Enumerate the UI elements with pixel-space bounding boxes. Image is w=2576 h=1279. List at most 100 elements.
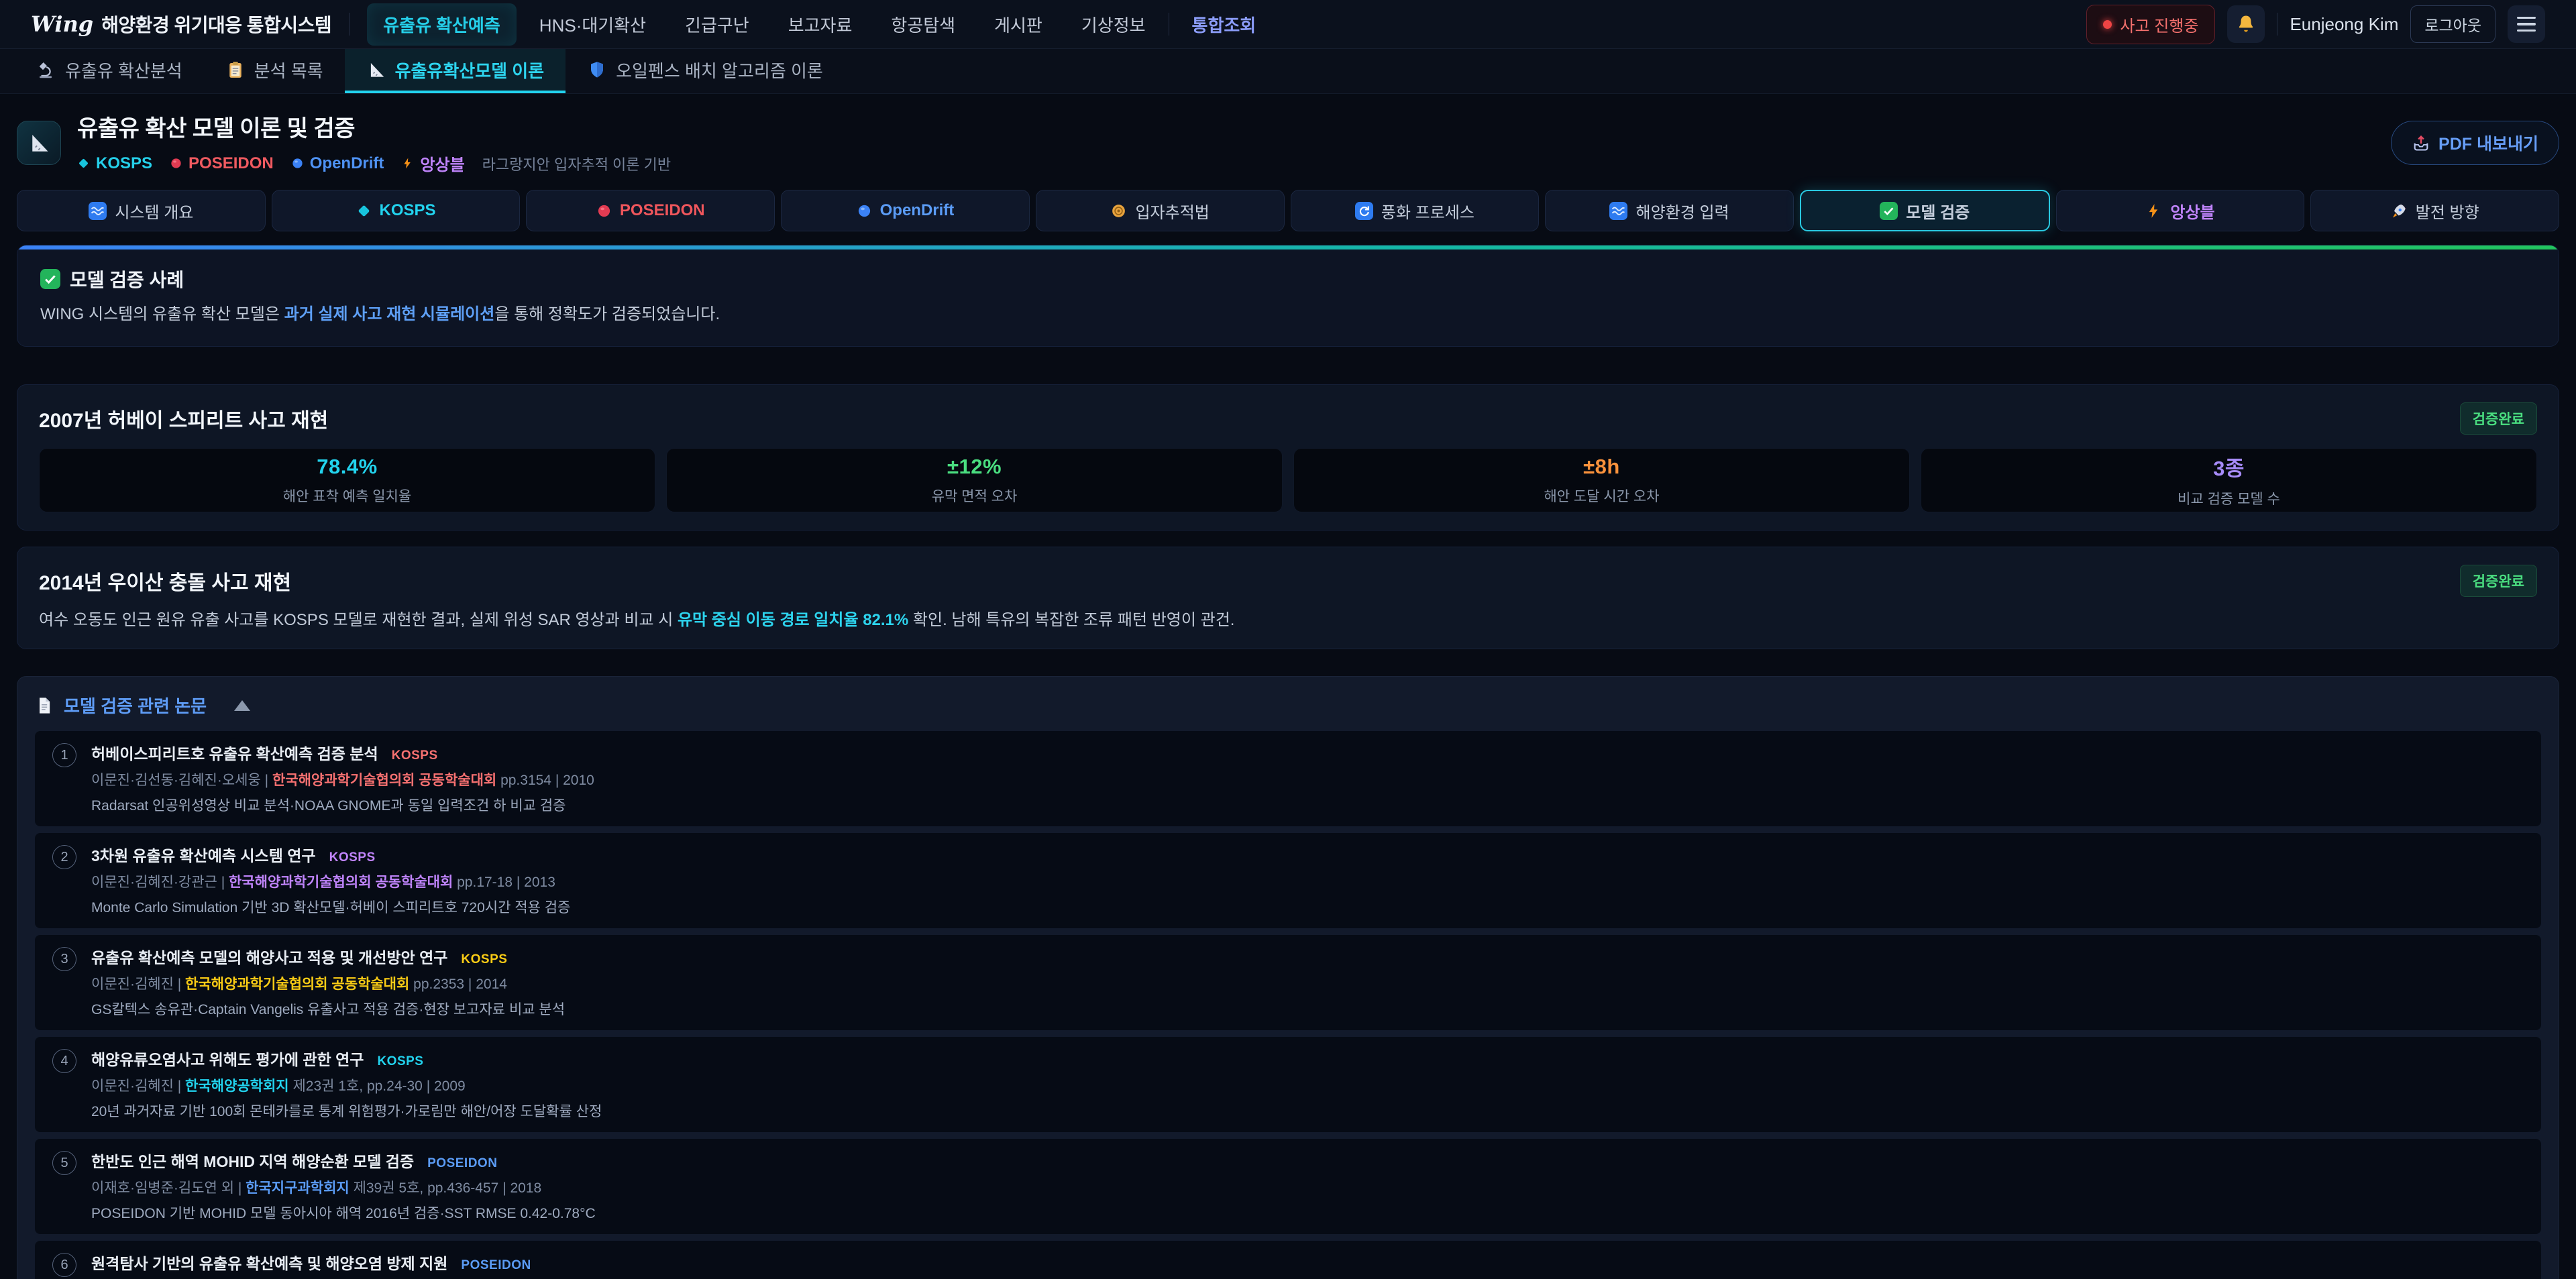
wave-icon bbox=[89, 201, 107, 220]
stat-value: ±8h bbox=[1583, 454, 1620, 478]
main-content: 유출유 확산 모델 이론 및 검증 KOSPS POSEIDON OpenDri… bbox=[0, 110, 2576, 1279]
bell-icon bbox=[2235, 13, 2257, 35]
nav-item-reports[interactable]: 보고자료 bbox=[788, 15, 853, 36]
tab-ensemble[interactable]: 앙상블 bbox=[2055, 190, 2305, 231]
header-divider bbox=[349, 13, 350, 36]
case-2007-title: 2007년 허베이 스피리트 사고 재현 bbox=[39, 409, 329, 432]
paper-list-item[interactable]: 4 해양유류오염사고 위해도 평가에 관한 연구 KOSPS 이문진·김혜진 |… bbox=[35, 1037, 2541, 1133]
paper-model-tag: KOSPS bbox=[461, 952, 508, 967]
menu-button[interactable] bbox=[2508, 5, 2545, 43]
status-label: 사고 진행중 bbox=[2120, 17, 2199, 36]
paper-journal: 한국해양공학회지 bbox=[185, 1078, 289, 1095]
subtab-label: 오일펜스 배치 알고리즘 이론 bbox=[616, 60, 823, 81]
nav-item-board[interactable]: 게시판 bbox=[994, 15, 1042, 36]
tab-particle-tracking[interactable]: 입자추적법 bbox=[1035, 190, 1285, 231]
nav-item-emergency-rescue[interactable]: 긴급구난 bbox=[685, 15, 749, 36]
tab-ocean-environment-input[interactable]: 해양환경 입력 bbox=[1545, 190, 1794, 231]
paper-number: 3 bbox=[52, 947, 76, 972]
paper-journal: 한국해양과학기술협의회 공동학술대회 bbox=[272, 773, 497, 789]
paper-description: 20년 과거자료 기반 100회 몬테카를로 통계 위험평가·가로림만 해안/어… bbox=[91, 1104, 602, 1120]
paper-list-item[interactable]: 1 허베이스피리트호 유출유 확산예측 검증 분석 KOSPS 이문진·김선동·… bbox=[35, 731, 2541, 827]
subtab-analysis-list[interactable]: 분석 목록 bbox=[204, 49, 345, 93]
check-square-icon bbox=[40, 269, 60, 289]
page-icon bbox=[17, 120, 61, 165]
paper-description: POSEIDON 기반 MOHID 모델 동아시아 해역 2016년 검증·SS… bbox=[91, 1206, 596, 1222]
case-2007-stats: 78.4% 해안 표착 예측 일치율 ±12% 유막 면적 오차 ±8h 해안 … bbox=[39, 447, 2537, 512]
paper-meta: 이문진·김혜진 | 한국해양공학회지 제23권 1호, pp.24-30 | 2… bbox=[91, 1075, 602, 1095]
page-title: 유출유 확산 모델 이론 및 검증 bbox=[77, 116, 356, 142]
page-header: 유출유 확산 모델 이론 및 검증 KOSPS POSEIDON OpenDri… bbox=[17, 110, 2559, 175]
paper-list-item[interactable]: 5 한반도 인근 해역 MOHID 지역 해양순환 모델 검증 POSEIDON… bbox=[35, 1139, 2541, 1235]
paper-journal: 한국해양과학기술협의회 공동학술대회 bbox=[229, 875, 453, 891]
paper-title: 해양유류오염사고 위해도 평가에 관한 연구 bbox=[91, 1051, 364, 1069]
triangle-ruler-icon bbox=[27, 131, 51, 155]
logo-mark: Wing bbox=[31, 11, 94, 37]
paper-description: Radarsat 인공위성영상 비교 분석·NOAA GNOME과 동일 입력조… bbox=[91, 798, 566, 814]
callout-title: 모델 검증 사례 bbox=[40, 266, 2536, 292]
blue-orb-icon bbox=[292, 158, 303, 168]
paper-meta: 이재호·임병준·김도연 외 | 한국지구과학회지 제39권 5호, pp.436… bbox=[91, 1177, 596, 1197]
paper-title: 유출유 확산예측 모델의 해양사고 적용 및 개선방안 연구 bbox=[91, 949, 448, 967]
subtab-label: 유출유확산모델 이론 bbox=[394, 60, 545, 81]
paper-number: 6 bbox=[52, 1253, 76, 1278]
document-icon bbox=[35, 696, 54, 715]
paper-list-item[interactable]: 3 유출유 확산예측 모델의 해양사고 적용 및 개선방안 연구 KOSPS 이… bbox=[35, 935, 2541, 1031]
pdf-export-button[interactable]: PDF 내보내기 bbox=[2391, 120, 2559, 165]
paper-description: Monte Carlo Simulation 기반 3D 확산모델·허베이 스피… bbox=[91, 900, 571, 916]
stat-label: 비교 검증 모델 수 bbox=[2178, 492, 2280, 508]
hamburger-icon bbox=[2517, 16, 2536, 32]
tab-system-overview[interactable]: 시스템 개요 bbox=[17, 190, 266, 231]
user-name: Eunjeong Kim bbox=[2290, 13, 2399, 34]
app-header: Wing 해양환경 위기대응 통합시스템 유출유 확산예측 HNS·대기확산 긴… bbox=[0, 0, 2576, 49]
notifications-button[interactable] bbox=[2227, 5, 2265, 43]
diamond-icon bbox=[356, 203, 372, 219]
tab-opendrift[interactable]: OpenDrift bbox=[781, 190, 1030, 231]
case-2007-header: 2007년 허베이 스피리트 사고 재현 검증완료 bbox=[39, 402, 2537, 435]
stat-label: 유막 면적 오차 bbox=[931, 488, 1018, 504]
paper-authors: 이문진·김선동·김혜진·오세웅 | bbox=[91, 773, 269, 789]
papers-collapse-toggle[interactable]: 모델 검증 관련 논문 bbox=[35, 693, 2541, 718]
tab-weathering-process[interactable]: 풍화 프로세스 bbox=[1290, 190, 1540, 231]
papers-title: 모델 검증 관련 논문 bbox=[64, 696, 207, 717]
paper-pages-year: pp.3154 | 2010 bbox=[500, 773, 594, 789]
paper-pages-year: pp.2353 | 2014 bbox=[413, 977, 507, 993]
stat-label: 해안 표착 예측 일치율 bbox=[282, 488, 412, 504]
tab-model-validation[interactable]: 모델 검증 bbox=[1799, 190, 2050, 231]
nav-item-spill-forecast[interactable]: 유출유 확산예측 bbox=[367, 3, 517, 46]
tab-kosps[interactable]: KOSPS bbox=[271, 190, 521, 231]
subtab-boom-algorithm[interactable]: 오일펜스 배치 알고리즘 이론 bbox=[566, 49, 845, 93]
subtab-spill-analysis[interactable]: 유출유 확산분석 bbox=[15, 49, 204, 93]
tab-future-directions[interactable]: 발전 방향 bbox=[2310, 190, 2560, 231]
paper-authors: 이문진·김혜진 | bbox=[91, 1078, 182, 1095]
main-nav: 유출유 확산예측 HNS·대기확산 긴급구난 보고자료 항공탐색 게시판 기상정… bbox=[367, 3, 1272, 46]
app-logo: Wing 해양환경 위기대응 통합시스템 bbox=[31, 11, 332, 38]
subtab-model-theory[interactable]: 유출유확산모델 이론 bbox=[344, 49, 566, 93]
paper-model-tag: KOSPS bbox=[391, 748, 438, 763]
red-orb-icon bbox=[171, 158, 181, 168]
triangle-ruler-icon bbox=[366, 60, 386, 80]
wave-icon bbox=[1609, 201, 1628, 220]
nav-item-weather-info[interactable]: 기상정보 bbox=[1081, 15, 1146, 36]
paper-list-item[interactable]: 6 원격탐사 기반의 유출유 확산예측 및 해양오염 방제 지원 POSEIDO… bbox=[35, 1241, 2541, 1279]
paper-number: 1 bbox=[52, 743, 76, 768]
sub-tab-bar: 유출유 확산분석 분석 목록 유출유확산모델 이론 오일펜스 배치 알고리즘 이… bbox=[0, 49, 2576, 94]
lightning-icon bbox=[404, 158, 411, 169]
paper-title: 허베이스피리트호 유출유 확산예측 검증 분석 bbox=[91, 745, 378, 763]
clipboard-icon bbox=[225, 60, 246, 80]
nav-item-integrated-search[interactable]: 통합조회 bbox=[1191, 15, 1256, 36]
shield-icon bbox=[587, 60, 607, 80]
red-orb-icon bbox=[596, 203, 612, 219]
paper-list-item[interactable]: 2 3차원 유출유 확산예측 시스템 연구 KOSPS 이문진·김혜진·강관근 … bbox=[35, 833, 2541, 929]
stat-box: ±12% 유막 면적 오차 bbox=[666, 447, 1283, 512]
page-subtitle: KOSPS POSEIDON OpenDrift 앙상블 라그랑지안 입자추적 … bbox=[77, 152, 671, 175]
nav-item-air-search[interactable]: 항공탐색 bbox=[891, 15, 956, 36]
paper-pages-year: 제39권 5호, pp.436-457 | 2018 bbox=[353, 1180, 542, 1197]
lightning-icon bbox=[2145, 203, 2162, 219]
nav-item-hns-atmosphere[interactable]: HNS·대기확산 bbox=[539, 15, 647, 36]
paper-model-tag: POSEIDON bbox=[461, 1258, 531, 1273]
tab-poseidon[interactable]: POSEIDON bbox=[526, 190, 775, 231]
logout-button[interactable]: 로그아웃 bbox=[2410, 5, 2496, 43]
stat-value: 3종 bbox=[2213, 457, 2245, 481]
paper-model-tag: KOSPS bbox=[329, 850, 376, 865]
case-2014-body: 여수 오동도 인근 원유 유출 사고를 KOSPS 모델로 재현한 결과, 실제… bbox=[39, 610, 1235, 629]
